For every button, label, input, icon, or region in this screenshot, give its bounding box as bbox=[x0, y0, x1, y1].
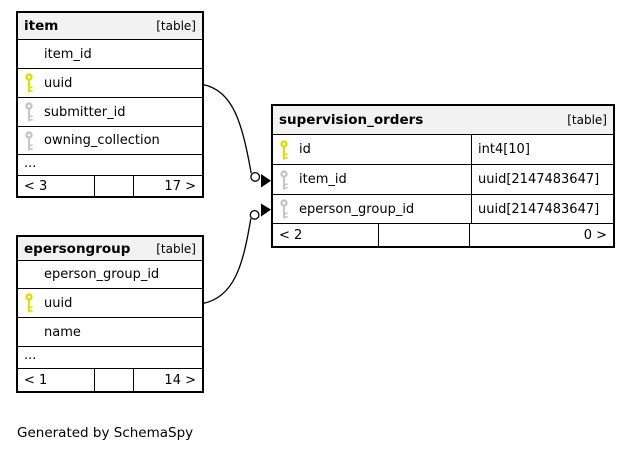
column-name: eperson_group_id bbox=[44, 267, 160, 282]
relationship-arrow-icon bbox=[261, 203, 271, 217]
table-footer: < 2 0 > bbox=[273, 224, 613, 246]
table-supervision-orders[interactable]: supervision_orders [table] id int4[10] bbox=[271, 104, 615, 248]
foreign-key-icon bbox=[25, 102, 33, 122]
table-title[interactable]: supervision_orders bbox=[279, 112, 424, 128]
column-name: uuid bbox=[44, 295, 73, 311]
column-type: uuid[2147483647] bbox=[478, 201, 600, 217]
ellipsis-text: ... bbox=[24, 155, 37, 171]
cardinality-circle-icon bbox=[250, 171, 261, 182]
table-type-tag: [table] bbox=[156, 241, 196, 256]
relationship-epersongroup-uuid bbox=[202, 203, 271, 305]
column-row-eperson-group-id: eperson_group_id uuid[2147483647] bbox=[273, 195, 613, 224]
ellipsis-text: ... bbox=[24, 348, 37, 363]
column-name: submitter_id bbox=[44, 104, 126, 120]
primary-key-icon bbox=[25, 293, 33, 313]
column-name: name bbox=[44, 324, 81, 340]
table-footer: < 1 14 > bbox=[18, 369, 202, 391]
column-name: owning_collection bbox=[44, 133, 160, 148]
footer-next-count: 17 > bbox=[164, 178, 196, 194]
column-type: int4[10] bbox=[478, 142, 530, 157]
foreign-key-icon bbox=[280, 199, 288, 219]
column-row-id: id int4[10] bbox=[273, 135, 613, 165]
column-row-uuid: uuid bbox=[18, 289, 202, 318]
ellipsis-row: ... bbox=[18, 347, 202, 369]
cardinality-circle-icon bbox=[249, 209, 260, 220]
ellipsis-row: ... bbox=[18, 155, 202, 176]
table-type-tag: [table] bbox=[567, 113, 607, 127]
relationship-item-uuid bbox=[202, 83, 271, 188]
table-epersongroup[interactable]: epersongroup [table] eperson_group_id uu… bbox=[16, 235, 204, 393]
column-name: uuid bbox=[44, 75, 73, 91]
footer-mid-cell bbox=[94, 369, 134, 391]
column-name: item_id bbox=[299, 172, 347, 187]
table-type-tag: [table] bbox=[156, 19, 196, 33]
table-item[interactable]: item [table] item_id uuid submitter_id bbox=[16, 11, 204, 198]
footer-next-count: 0 > bbox=[583, 227, 607, 243]
footer-next-count: 14 > bbox=[164, 372, 196, 388]
column-row-owning-collection: owning_collection bbox=[18, 127, 202, 155]
foreign-key-icon bbox=[25, 130, 33, 150]
table-footer: < 3 17 > bbox=[18, 176, 202, 196]
table-title[interactable]: item bbox=[24, 18, 59, 34]
column-name: eperson_group_id bbox=[299, 201, 415, 217]
relationship-arrow-icon bbox=[261, 174, 271, 188]
table-title[interactable]: epersongroup bbox=[24, 240, 131, 257]
footer-prev-count: < 1 bbox=[24, 372, 48, 388]
column-type: uuid[2147483647] bbox=[478, 172, 600, 187]
column-row-submitter-id: submitter_id bbox=[18, 98, 202, 127]
footer-prev-count: < 3 bbox=[24, 178, 48, 194]
footer-prev-count: < 2 bbox=[279, 227, 303, 243]
column-row-name: name bbox=[18, 318, 202, 347]
table-epersongroup-header: epersongroup [table] bbox=[18, 237, 202, 261]
footer-mid-cell bbox=[94, 176, 134, 196]
column-row-eperson-group-id: eperson_group_id bbox=[18, 261, 202, 289]
footer-mid-cell bbox=[378, 224, 470, 246]
table-item-header: item [table] bbox=[18, 13, 202, 40]
column-row-item-id: item_id uuid[2147483647] bbox=[273, 165, 613, 195]
column-name: item_id bbox=[44, 46, 92, 62]
column-name: id bbox=[299, 142, 311, 157]
table-supervision-orders-header: supervision_orders [table] bbox=[273, 106, 613, 135]
primary-key-icon bbox=[280, 139, 288, 159]
generator-note: Generated by SchemaSpy bbox=[17, 425, 194, 441]
column-row-item-id: item_id bbox=[18, 40, 202, 69]
primary-key-icon bbox=[25, 73, 33, 93]
foreign-key-icon bbox=[280, 169, 288, 189]
column-row-uuid: uuid bbox=[18, 69, 202, 98]
